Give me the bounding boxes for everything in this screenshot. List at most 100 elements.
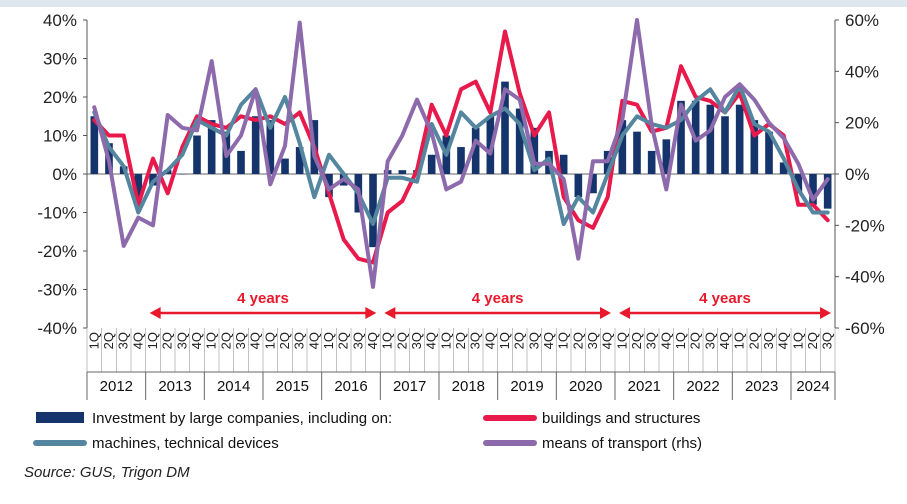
quarter-label: 1Q (790, 332, 805, 349)
right-tick-label: -60% (845, 319, 885, 338)
bar (427, 154, 436, 174)
quarter-label: 4Q (541, 332, 556, 349)
year-label: 2017 (393, 378, 426, 395)
quarter-label: 2Q (629, 332, 644, 349)
left-tick-label: -10% (37, 204, 77, 223)
right-tick-label: 40% (845, 62, 879, 81)
quarter-label: 3Q (350, 332, 365, 349)
quarter-label: 1Q (321, 332, 336, 349)
year-label: 2019 (510, 378, 543, 395)
quarter-label: 1Q (673, 332, 688, 349)
quarter-label: 3Q (116, 332, 131, 349)
legend-swatch-bar (36, 412, 84, 423)
year-label: 2021 (628, 378, 661, 395)
quarter-label: 2Q (512, 332, 527, 349)
quarter-label: 1Q (262, 332, 277, 349)
legend-label: means of transport (rhs) (542, 435, 702, 452)
period-label: 4 years (237, 290, 289, 307)
bar (662, 139, 671, 174)
left-tick-label: -30% (37, 281, 77, 300)
period-arrowhead-right (600, 307, 611, 319)
quarter-label: 4Q (776, 332, 791, 349)
bar (765, 131, 773, 174)
year-label: 2013 (158, 378, 191, 395)
left-tick-label: -20% (37, 242, 77, 261)
series-line (92, 18, 830, 289)
quarter-label: 4Q (189, 332, 204, 349)
quarter-label: 3Q (702, 332, 717, 349)
year-label: 2024 (796, 378, 829, 395)
quarter-label: 3Q (409, 332, 424, 349)
bar (457, 147, 465, 174)
quarter-label: 2Q (688, 332, 703, 349)
quarter-label: 1Q (86, 332, 101, 349)
bar (207, 120, 216, 174)
bar (90, 116, 99, 174)
top-band (0, 0, 907, 7)
quarter-label: 3Q (644, 332, 659, 349)
quarter-label: 1Q (732, 332, 747, 349)
year-label: 2023 (745, 378, 778, 395)
bar (471, 127, 480, 174)
period-arrowhead-left (384, 307, 396, 319)
period-arrowhead-left (619, 307, 630, 319)
quarter-label: 2Q (277, 332, 292, 349)
bar (721, 116, 729, 174)
quarter-label: 1Q (380, 332, 395, 349)
bar (706, 104, 715, 174)
right-tick-label: 0% (845, 165, 870, 184)
year-label: 2018 (452, 378, 485, 395)
quarter-label: 3Q (292, 332, 307, 349)
bar (574, 174, 583, 198)
series-line (92, 29, 830, 265)
right-tick-label: 20% (845, 114, 879, 133)
bar (266, 120, 275, 174)
bar (677, 100, 685, 174)
quarter-label: 1Q (556, 332, 571, 349)
bar (398, 170, 407, 174)
left-tick-label: 40% (43, 11, 77, 30)
quarter-label: 4Q (600, 332, 615, 349)
quarter-label: 4Q (424, 332, 439, 349)
year-label: 2016 (334, 378, 367, 395)
quarter-label: 2Q (218, 332, 233, 349)
year-label: 2012 (100, 378, 133, 395)
left-tick-label: 10% (43, 127, 77, 146)
quarter-label: 1Q (145, 332, 160, 349)
source-note: Source: GUS, Trigon DM (24, 464, 190, 481)
bar (559, 154, 568, 174)
quarter-label: 4Q (658, 332, 673, 349)
bar (823, 174, 832, 209)
bar (251, 116, 260, 174)
bar (178, 174, 187, 175)
quarter-label: 3Q (233, 332, 248, 349)
bar (618, 120, 627, 174)
series-line (92, 83, 830, 226)
bar (809, 174, 817, 205)
quarter-label: 2Q (805, 332, 820, 349)
quarter-label: 4Q (482, 332, 497, 349)
right-tick-label: 60% (845, 11, 879, 30)
period-label: 4 years (472, 290, 524, 307)
quarter-label: 2Q (101, 332, 116, 349)
quarter-label: 2Q (394, 332, 409, 349)
bar (750, 120, 759, 174)
bar (237, 150, 245, 174)
year-label: 2014 (217, 378, 250, 395)
quarter-label: 2Q (453, 332, 468, 349)
bar (530, 127, 539, 174)
bar (193, 135, 201, 174)
bar (735, 104, 744, 174)
quarter-label: 4Q (306, 332, 321, 349)
quarter-label: 1Q (497, 332, 512, 349)
quarter-label: 4Q (365, 332, 380, 349)
left-tick-label: 30% (43, 50, 77, 69)
quarter-label: 3Q (820, 332, 835, 349)
legend-label: buildings and structures (542, 410, 700, 427)
year-label: 2015 (276, 378, 309, 395)
quarter-label: 1Q (614, 332, 629, 349)
quarter-label: 3Q (761, 332, 776, 349)
bar (515, 108, 524, 174)
bar (134, 174, 143, 198)
period-arrowhead-right (365, 307, 377, 319)
